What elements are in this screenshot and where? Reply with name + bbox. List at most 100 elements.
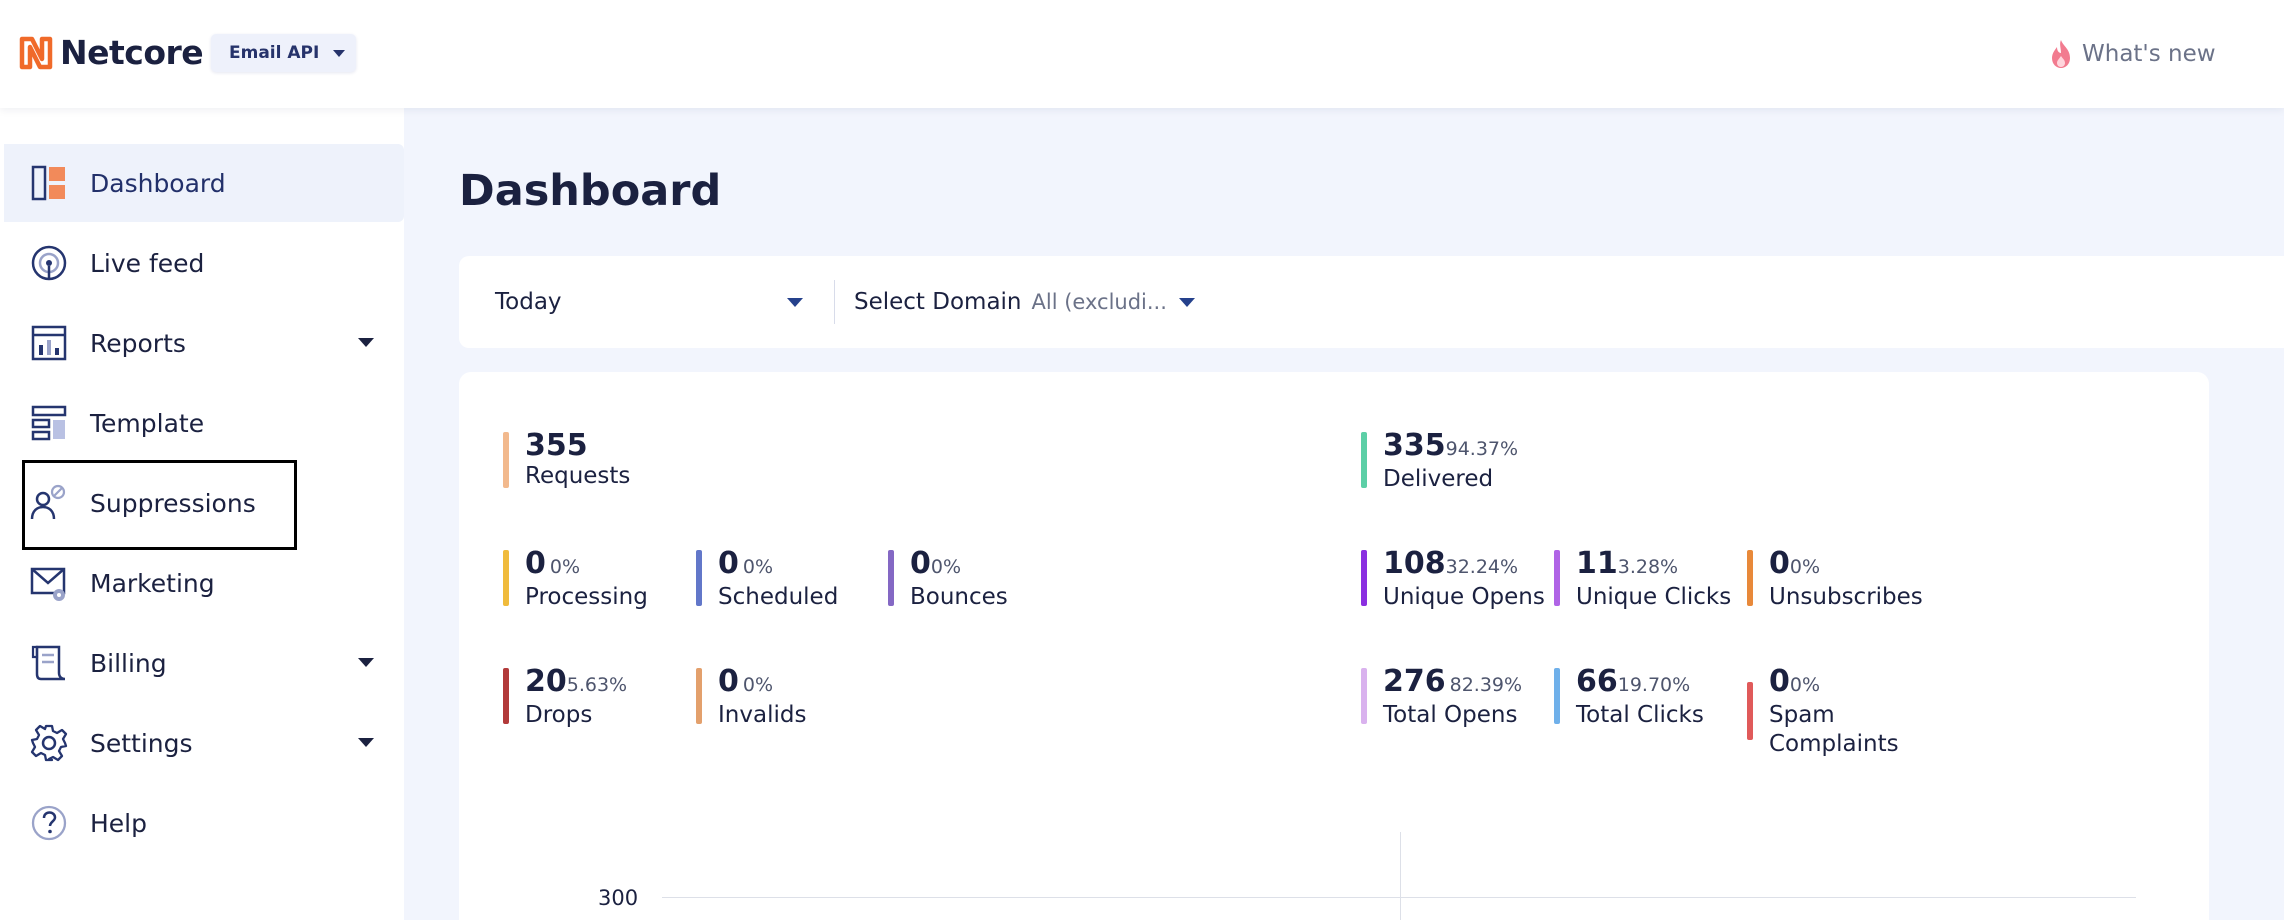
stat-label: Total Clicks [1576, 702, 1704, 728]
stat-value: 66 [1576, 664, 1618, 699]
sidebar-item-live-feed[interactable]: Live feed [0, 224, 404, 302]
stat-value: 11 [1576, 546, 1618, 581]
sidebar-item-dashboard[interactable]: Dashboard [4, 144, 404, 222]
chart-crosshair-line [1400, 832, 1401, 920]
stat-label: Unique Opens [1383, 584, 1545, 610]
billing-icon [28, 642, 70, 684]
sidebar-item-label: Billing [90, 648, 167, 678]
stat-percent: 0% [742, 556, 774, 578]
sidebar-item-label: Template [90, 408, 205, 438]
domain-select-label: Select Domain [854, 289, 1022, 315]
gear-icon [28, 722, 70, 764]
sidebar-item-help[interactable]: Help [0, 784, 404, 862]
reports-icon [28, 322, 70, 364]
stat-label: Unsubscribes [1769, 584, 1923, 610]
stat-percent: 0% [549, 556, 581, 578]
sidebar-item-template[interactable]: Template [0, 384, 404, 462]
stat-value: 355 [525, 428, 588, 463]
stat-delivered[interactable]: 33594.37% Delivered [1361, 430, 1543, 494]
stat-value: 108 [1383, 546, 1446, 581]
chevron-down-icon[interactable] [358, 338, 374, 347]
flame-icon [2052, 40, 2070, 68]
stat-requests[interactable]: 355 Requests [503, 430, 685, 491]
stat-label: Processing [525, 584, 648, 610]
product-selector[interactable]: Email API [211, 34, 356, 72]
stat-value: 0 [718, 664, 739, 699]
chart-y-tick: 300 [598, 886, 639, 910]
stats-card: 355 Requests 33594.37% Delivered 0 0% Pro… [459, 372, 2209, 920]
stat-scheduled[interactable]: 0 0% Scheduled [696, 548, 878, 612]
stat-value: 0 [1769, 546, 1790, 581]
stat-color-bar [1361, 668, 1367, 724]
sidebar-item-label: Live feed [90, 248, 205, 278]
stat-percent: 5.63% [566, 674, 628, 696]
stat-drops[interactable]: 205.63% Drops [503, 666, 685, 730]
netcore-logo[interactable]: Netcore [18, 30, 204, 74]
stat-value: 0 [525, 546, 546, 581]
stat-label: Unique Clicks [1576, 584, 1732, 610]
live-feed-icon [28, 242, 70, 284]
sidebar-item-marketing[interactable]: Marketing [0, 544, 404, 622]
sidebar-item-label: Marketing [90, 568, 215, 598]
chart-gridline [662, 897, 2136, 898]
stat-color-bar [503, 550, 509, 606]
stat-label: Scheduled [718, 584, 839, 610]
stat-unique-opens[interactable]: 10832.24% Unique Opens [1361, 548, 1563, 612]
stat-value: 0 [1769, 664, 1790, 699]
suppressions-icon [28, 482, 70, 524]
stat-processing[interactable]: 0 0% Processing [503, 548, 685, 612]
netcore-logo-icon [19, 36, 53, 70]
chevron-down-icon [1178, 297, 1195, 307]
chevron-down-icon[interactable] [358, 658, 374, 667]
stat-percent: 0% [742, 674, 774, 696]
stat-spam-complaints[interactable]: 00% Spam Complaints [1747, 666, 1909, 759]
stat-unsubscribes[interactable]: 00% Unsubscribes [1747, 548, 1949, 612]
stat-bounces[interactable]: 00% Bounces [888, 548, 1070, 612]
domain-select[interactable]: Select Domain All (excludi... [854, 256, 1195, 348]
stat-label: Delivered [1383, 466, 1494, 492]
sidebar-item-billing[interactable]: Billing [0, 624, 404, 702]
period-select[interactable]: Today [495, 256, 815, 348]
stat-color-bar [696, 550, 702, 606]
stat-percent: 94.37% [1445, 438, 1519, 460]
sidebar: Dashboard Live feed Reports Template Sup… [0, 108, 404, 920]
chevron-down-icon[interactable] [358, 738, 374, 747]
page-title: Dashboard [459, 166, 722, 216]
sidebar-item-label: Reports [90, 328, 186, 358]
help-icon [28, 802, 70, 844]
stat-color-bar [503, 668, 509, 724]
stat-label: Total Opens [1383, 702, 1518, 728]
stat-color-bar [1361, 432, 1367, 488]
stat-unique-clicks[interactable]: 113.28% Unique Clicks [1554, 548, 1756, 612]
stat-color-bar [888, 550, 894, 606]
stat-percent: 82.39% [1449, 674, 1523, 696]
stat-percent: 3.28% [1617, 556, 1679, 578]
stat-color-bar [503, 432, 509, 488]
stat-label: Bounces [910, 584, 1008, 610]
sidebar-item-label: Settings [90, 728, 193, 758]
top-header: Netcore Email API What's new [0, 0, 2284, 108]
domain-select-value: All (excludi... [1031, 290, 1167, 314]
stat-total-opens[interactable]: 276 82.39% Total Opens [1361, 666, 1563, 730]
sidebar-item-label: Help [90, 808, 147, 838]
stat-color-bar [1554, 668, 1560, 724]
stat-percent: 0% [930, 556, 962, 578]
divider [834, 280, 835, 324]
chevron-down-icon [787, 298, 803, 307]
stat-label: Drops [525, 702, 593, 728]
stat-value: 276 [1383, 664, 1446, 699]
stat-value: 0 [718, 546, 739, 581]
whats-new-button[interactable]: What's new [2048, 34, 2216, 74]
stat-invalids[interactable]: 0 0% Invalids [696, 666, 878, 730]
stat-percent: 0% [1789, 674, 1821, 696]
stat-percent: 19.70% [1617, 674, 1691, 696]
sidebar-item-label: Dashboard [90, 168, 226, 198]
stat-value: 0 [910, 546, 931, 581]
stat-color-bar [1747, 550, 1753, 606]
sidebar-item-reports[interactable]: Reports [0, 304, 404, 382]
stat-label: Spam Complaints [1769, 702, 1899, 757]
sidebar-item-settings[interactable]: Settings [0, 704, 404, 782]
sidebar-item-label: Suppressions [90, 488, 256, 518]
stat-total-clicks[interactable]: 6619.70% Total Clicks [1554, 666, 1756, 730]
sidebar-item-suppressions[interactable]: Suppressions [0, 464, 404, 542]
